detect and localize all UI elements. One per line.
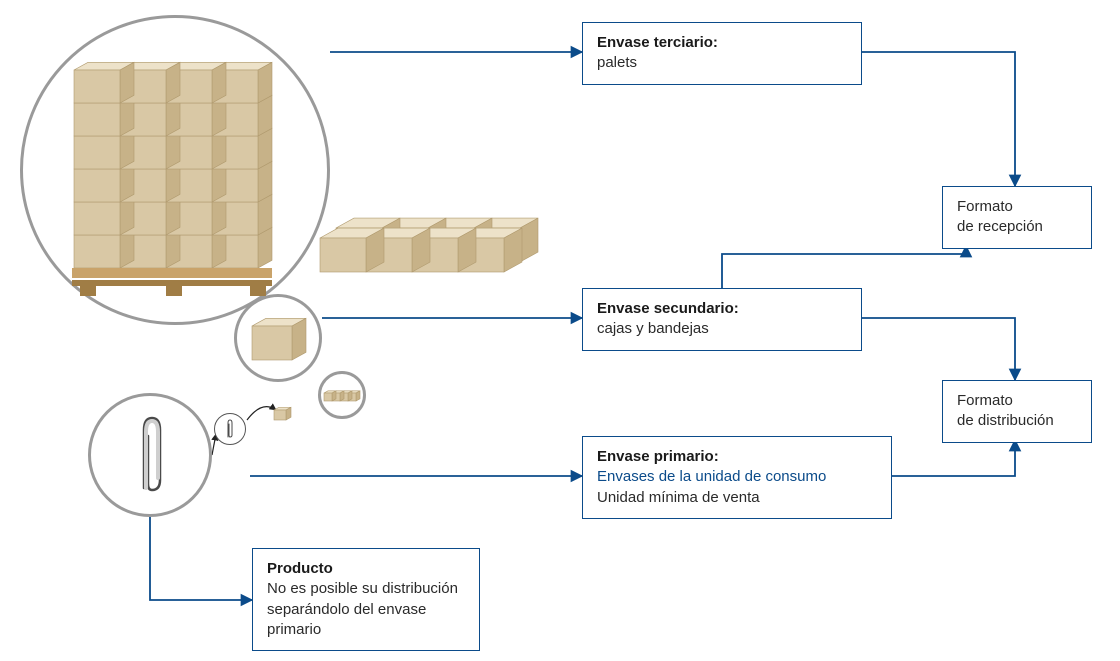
paperclip-small-icon	[225, 418, 235, 440]
reception-line2: de recepción	[957, 217, 1077, 237]
paperclip-circle	[88, 393, 212, 517]
box-layer-icon	[310, 180, 540, 300]
reception-line1: Formato	[957, 197, 1077, 217]
paperclip-small-circle	[214, 413, 246, 445]
tertiary-box: Envase terciario: palets	[582, 22, 862, 85]
pallet-circle	[20, 15, 330, 325]
primary-box: Envase primario: Envases de la unidad de…	[582, 436, 892, 519]
mini-boxes-icon	[322, 383, 362, 407]
box-icon	[246, 308, 310, 368]
product-title: Producto	[267, 559, 465, 579]
packaging-diagram: Envase terciario: palets Envase secundar…	[0, 0, 1120, 661]
primary-link: Envases de la unidad de consumo	[597, 467, 877, 487]
reception-box: Formato de recepción	[942, 186, 1092, 249]
distribution-box: Formato de distribución	[942, 380, 1092, 443]
distribution-line1: Formato	[957, 391, 1077, 411]
primary-title: Envase primario:	[597, 447, 877, 467]
tertiary-body: palets	[597, 53, 847, 73]
secondary-title: Envase secundario:	[597, 299, 847, 319]
tertiary-title: Envase terciario:	[597, 33, 847, 53]
paperclip-icon	[130, 410, 170, 500]
product-body: No es posible su distribución separándol…	[267, 579, 465, 640]
distribution-line2: de distribución	[957, 411, 1077, 431]
pallet-icon	[50, 40, 300, 300]
product-box: Producto No es posible su distribución s…	[252, 548, 480, 651]
primary-body: Unidad mínima de venta	[597, 488, 877, 508]
mini-boxes-circle	[318, 371, 366, 419]
secondary-box: Envase secundario: cajas y bandejas	[582, 288, 862, 351]
tiny-box-icon	[272, 402, 294, 422]
secondary-body: cajas y bandejas	[597, 319, 847, 339]
single-box-circle	[234, 294, 322, 382]
